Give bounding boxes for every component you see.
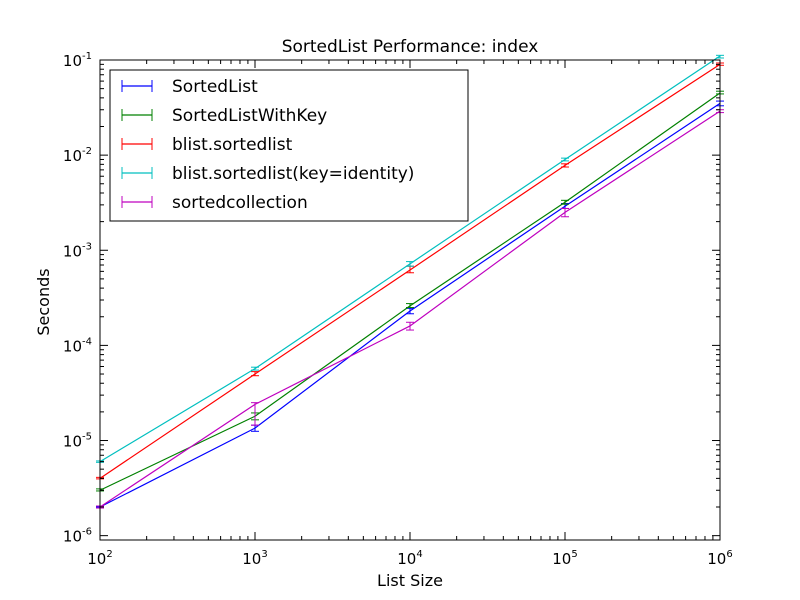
tick-base: 10 xyxy=(87,550,106,568)
y-tick-label: 10-1 xyxy=(63,51,92,70)
error-bar xyxy=(406,321,414,331)
error-bar xyxy=(406,303,414,309)
tick-base: 10 xyxy=(707,550,726,568)
tick-base: 10 xyxy=(63,433,82,451)
tick-base: 10 xyxy=(63,337,82,355)
error-bar xyxy=(716,54,724,59)
legend-item: blist.sortedlist xyxy=(121,135,293,155)
x-tick-label: 104 xyxy=(397,549,422,568)
tick-exponent: -3 xyxy=(82,241,92,252)
legend-label: SortedListWithKey xyxy=(172,106,327,126)
error-bar xyxy=(561,207,569,218)
tick-exponent: 5 xyxy=(571,549,577,560)
x-tick-label: 106 xyxy=(707,549,732,568)
tick-exponent: 4 xyxy=(416,549,422,560)
tick-base: 10 xyxy=(63,528,82,546)
tick-exponent: 3 xyxy=(261,549,267,560)
tick-exponent: -6 xyxy=(82,527,92,538)
error-bar xyxy=(561,163,569,168)
chart-title: SortedList Performance: index xyxy=(282,37,539,57)
y-tick-label: 10-4 xyxy=(63,336,92,355)
tick-base: 10 xyxy=(63,147,82,165)
tick-base: 10 xyxy=(63,52,82,70)
tick-base: 10 xyxy=(63,242,82,260)
tick-exponent: -5 xyxy=(82,432,92,443)
y-axis-label: Seconds xyxy=(34,268,53,335)
x-axis-label: List Size xyxy=(377,571,443,590)
tick-exponent: -2 xyxy=(82,146,92,157)
error-bar xyxy=(561,157,569,162)
legend-label: SortedList xyxy=(172,77,258,97)
legend-label: blist.sortedlist xyxy=(172,135,293,155)
tick-exponent: -1 xyxy=(82,51,92,62)
x-tick-label: 103 xyxy=(242,549,267,568)
error-bar xyxy=(561,199,569,205)
tick-base: 10 xyxy=(242,550,261,568)
series-4 xyxy=(96,109,724,509)
y-tick-label: 10-5 xyxy=(63,432,92,451)
legend-box xyxy=(109,69,469,222)
y-tick-label: 10-6 xyxy=(63,527,92,546)
y-tick-label: 10-3 xyxy=(63,241,92,260)
x-tick-label: 102 xyxy=(87,549,112,568)
legend: SortedList SortedListWithKey blist.sortedl… xyxy=(109,69,469,222)
tick-base: 10 xyxy=(397,550,416,568)
legend-item: sortedcollection xyxy=(121,193,308,213)
legend-item: SortedListWithKey xyxy=(121,106,327,126)
legend-label: sortedcollection xyxy=(172,193,308,213)
legend-label: blist.sortedlist(key=identity) xyxy=(172,164,414,184)
tick-exponent: -4 xyxy=(82,336,92,347)
tick-exponent: 6 xyxy=(726,549,732,560)
tick-exponent: 2 xyxy=(106,549,112,560)
tick-base: 10 xyxy=(552,550,571,568)
error-bar xyxy=(251,366,259,371)
legend-item: SortedList xyxy=(121,77,258,97)
legend-item: blist.sortedlist(key=identity) xyxy=(121,164,414,184)
error-bar xyxy=(251,371,259,377)
error-bar xyxy=(251,402,259,426)
x-tick-label: 105 xyxy=(552,549,577,568)
y-tick-label: 10-2 xyxy=(63,146,92,165)
error-bar xyxy=(406,261,414,267)
